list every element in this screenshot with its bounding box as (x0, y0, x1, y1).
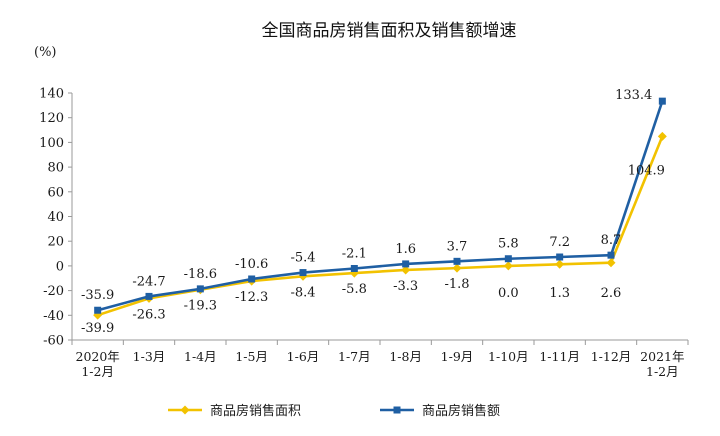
x-tick-label-line: 1-9月 (441, 349, 474, 364)
x-tick-label-line: 1-2月 (81, 364, 114, 379)
x-tick-label-line: 2021年 (640, 349, 684, 364)
data-label-sales-amount: 133.4 (615, 88, 652, 103)
x-tick-label: 1-7月 (338, 349, 371, 364)
data-label-sales-area: -5.8 (342, 282, 367, 297)
data-point-square (196, 285, 204, 293)
x-tick-label: 1-8月 (389, 349, 422, 364)
data-point-diamond (503, 261, 513, 271)
y-tick-label: -20 (43, 284, 64, 299)
x-tick-label: 1-9月 (441, 349, 474, 364)
data-label-sales-area: -19.3 (184, 299, 217, 314)
data-point-diamond (555, 259, 565, 269)
x-tick-label-line: 2020年 (76, 349, 120, 364)
x-tick-label: 1-11月 (539, 349, 580, 364)
y-tick-label: 100 (39, 136, 64, 151)
data-label-sales-amount: 1.6 (395, 242, 416, 257)
legend-marker-diamond (180, 405, 190, 415)
data-label-sales-amount: 8.7 (601, 233, 622, 248)
data-label-sales-area: 104.9 (628, 163, 665, 178)
x-tick-label-line: 1-8月 (389, 349, 422, 364)
x-tick-label-line: 1-5月 (235, 349, 268, 364)
x-tick-label: 1-4月 (184, 349, 217, 364)
x-tick-label-line: 1-4月 (184, 349, 217, 364)
y-tick-label: -60 (43, 334, 64, 349)
data-point-square (299, 269, 307, 277)
y-tick-label: -40 (43, 309, 64, 324)
data-point-square (94, 306, 102, 314)
data-label-sales-amount: -10.6 (235, 257, 268, 272)
legend-label-1: 商品房销售面积 (210, 403, 301, 419)
data-point-square (402, 260, 410, 268)
x-tick-label-line: 1-2月 (646, 364, 679, 379)
data-point-diamond (606, 258, 616, 268)
x-tick-label: 2020年 1-2月 (76, 349, 120, 379)
data-label-sales-area: -8.4 (290, 285, 315, 300)
data-label-sales-amount: -24.7 (132, 274, 165, 289)
data-point-diamond (401, 265, 411, 275)
data-label-sales-area: -12.3 (235, 290, 268, 305)
x-tick-label: 1-5月 (235, 349, 268, 364)
y-tick-label: 40 (47, 210, 64, 225)
chart-title: 全国商品房销售面积及销售额增速 (262, 21, 517, 41)
data-label-sales-amount: -5.4 (290, 251, 315, 266)
data-label-sales-amount: -35.9 (81, 288, 114, 303)
x-tick-label-line: 1-3月 (133, 349, 166, 364)
data-point-square (556, 253, 564, 261)
data-label-sales-area: -3.3 (393, 279, 418, 294)
data-label-sales-amount: 5.8 (498, 237, 519, 252)
data-label-sales-amount: -18.6 (184, 267, 217, 282)
y-tick-label: 80 (47, 161, 64, 176)
data-point-square (248, 275, 256, 283)
x-tick-label: 1-6月 (287, 349, 320, 364)
data-label-sales-area: 1.3 (549, 286, 570, 301)
data-label-sales-area: 2.6 (601, 286, 622, 301)
x-tick-label: 2021年 1-2月 (640, 349, 684, 379)
y-tick-label: 120 (39, 111, 64, 126)
y-tick-label: 20 (47, 235, 64, 250)
data-label-sales-amount: 7.2 (549, 235, 570, 250)
data-label-sales-amount: 3.7 (447, 239, 468, 254)
data-label-sales-area: -1.8 (444, 277, 469, 292)
data-point-square (658, 97, 666, 105)
x-tick-label-line: 1-11月 (539, 349, 580, 364)
y-tick-label: 140 (39, 87, 64, 102)
data-label-sales-area: 0.0 (498, 286, 519, 301)
x-tick-label: 1-12月 (591, 349, 632, 364)
data-label-sales-amount: -2.1 (342, 246, 367, 261)
data-point-square (607, 251, 615, 259)
x-tick-label-line: 1-6月 (287, 349, 320, 364)
data-label-sales-area: -26.3 (132, 307, 165, 322)
y-tick-label: 0 (56, 259, 64, 274)
legend-marker-square (393, 406, 401, 414)
x-tick-label: 1-3月 (133, 349, 166, 364)
data-point-square (145, 292, 153, 300)
x-tick-label-line: 1-10月 (488, 349, 529, 364)
x-tick-label-line: 1-7月 (338, 349, 371, 364)
series-line-2 (97, 100, 664, 312)
y-tick-label: 60 (47, 185, 64, 200)
data-point-square (504, 255, 512, 263)
data-point-square (453, 257, 461, 265)
data-point-square (350, 264, 358, 272)
data-point-diamond (452, 263, 462, 273)
x-tick-label: 1-10月 (488, 349, 529, 364)
legend-label-2: 商品房销售额 (422, 403, 500, 419)
x-tick-label-line: 1-12月 (591, 349, 632, 364)
data-point-diamond (657, 131, 667, 141)
data-label-sales-area: -39.9 (81, 321, 114, 336)
y-axis-unit: (%) (34, 45, 57, 60)
series-line-1 (97, 135, 664, 317)
